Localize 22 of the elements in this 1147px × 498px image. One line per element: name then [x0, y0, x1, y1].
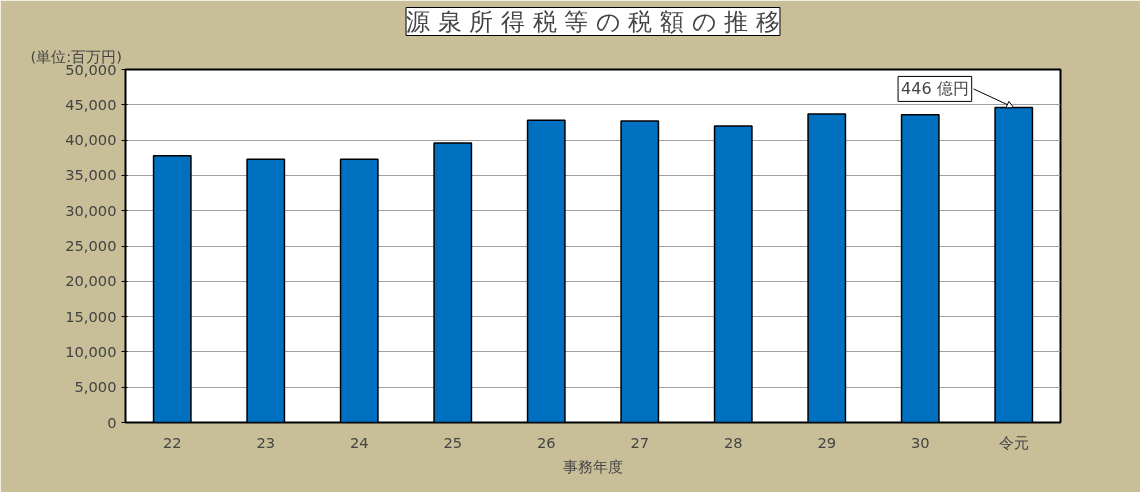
- x-tick-label: 24: [349, 433, 369, 451]
- x-tick-label: 29: [817, 433, 837, 451]
- x-tick-label: 30: [910, 433, 930, 451]
- x-tick-label: 25: [443, 433, 463, 451]
- y-tick-label: 20,000: [65, 272, 117, 290]
- y-tick-label: 15,000: [65, 307, 117, 325]
- y-tick-label: 30,000: [65, 201, 117, 219]
- x-tick-label: 22: [162, 433, 182, 451]
- x-tick-label: 28: [723, 433, 743, 451]
- x-axis-title: 事務年度: [563, 457, 623, 475]
- y-tick-label: 25,000: [65, 237, 117, 254]
- x-tick-label: 26: [536, 433, 556, 451]
- x-tick-label: 令元: [998, 433, 1029, 451]
- annotation: 446 億円: [901, 79, 969, 99]
- y-tick-label: 35,000: [65, 166, 117, 184]
- y-tick-label: 0: [107, 413, 117, 431]
- y-tick-label: 45,000: [65, 95, 117, 113]
- y-tick-label: 40,000: [65, 131, 117, 149]
- y-tick-label: 10,000: [65, 342, 117, 360]
- x-tick-label: 27: [630, 433, 650, 451]
- y-tick-label: 5,000: [74, 378, 117, 396]
- x-tick-label: 23: [256, 433, 276, 451]
